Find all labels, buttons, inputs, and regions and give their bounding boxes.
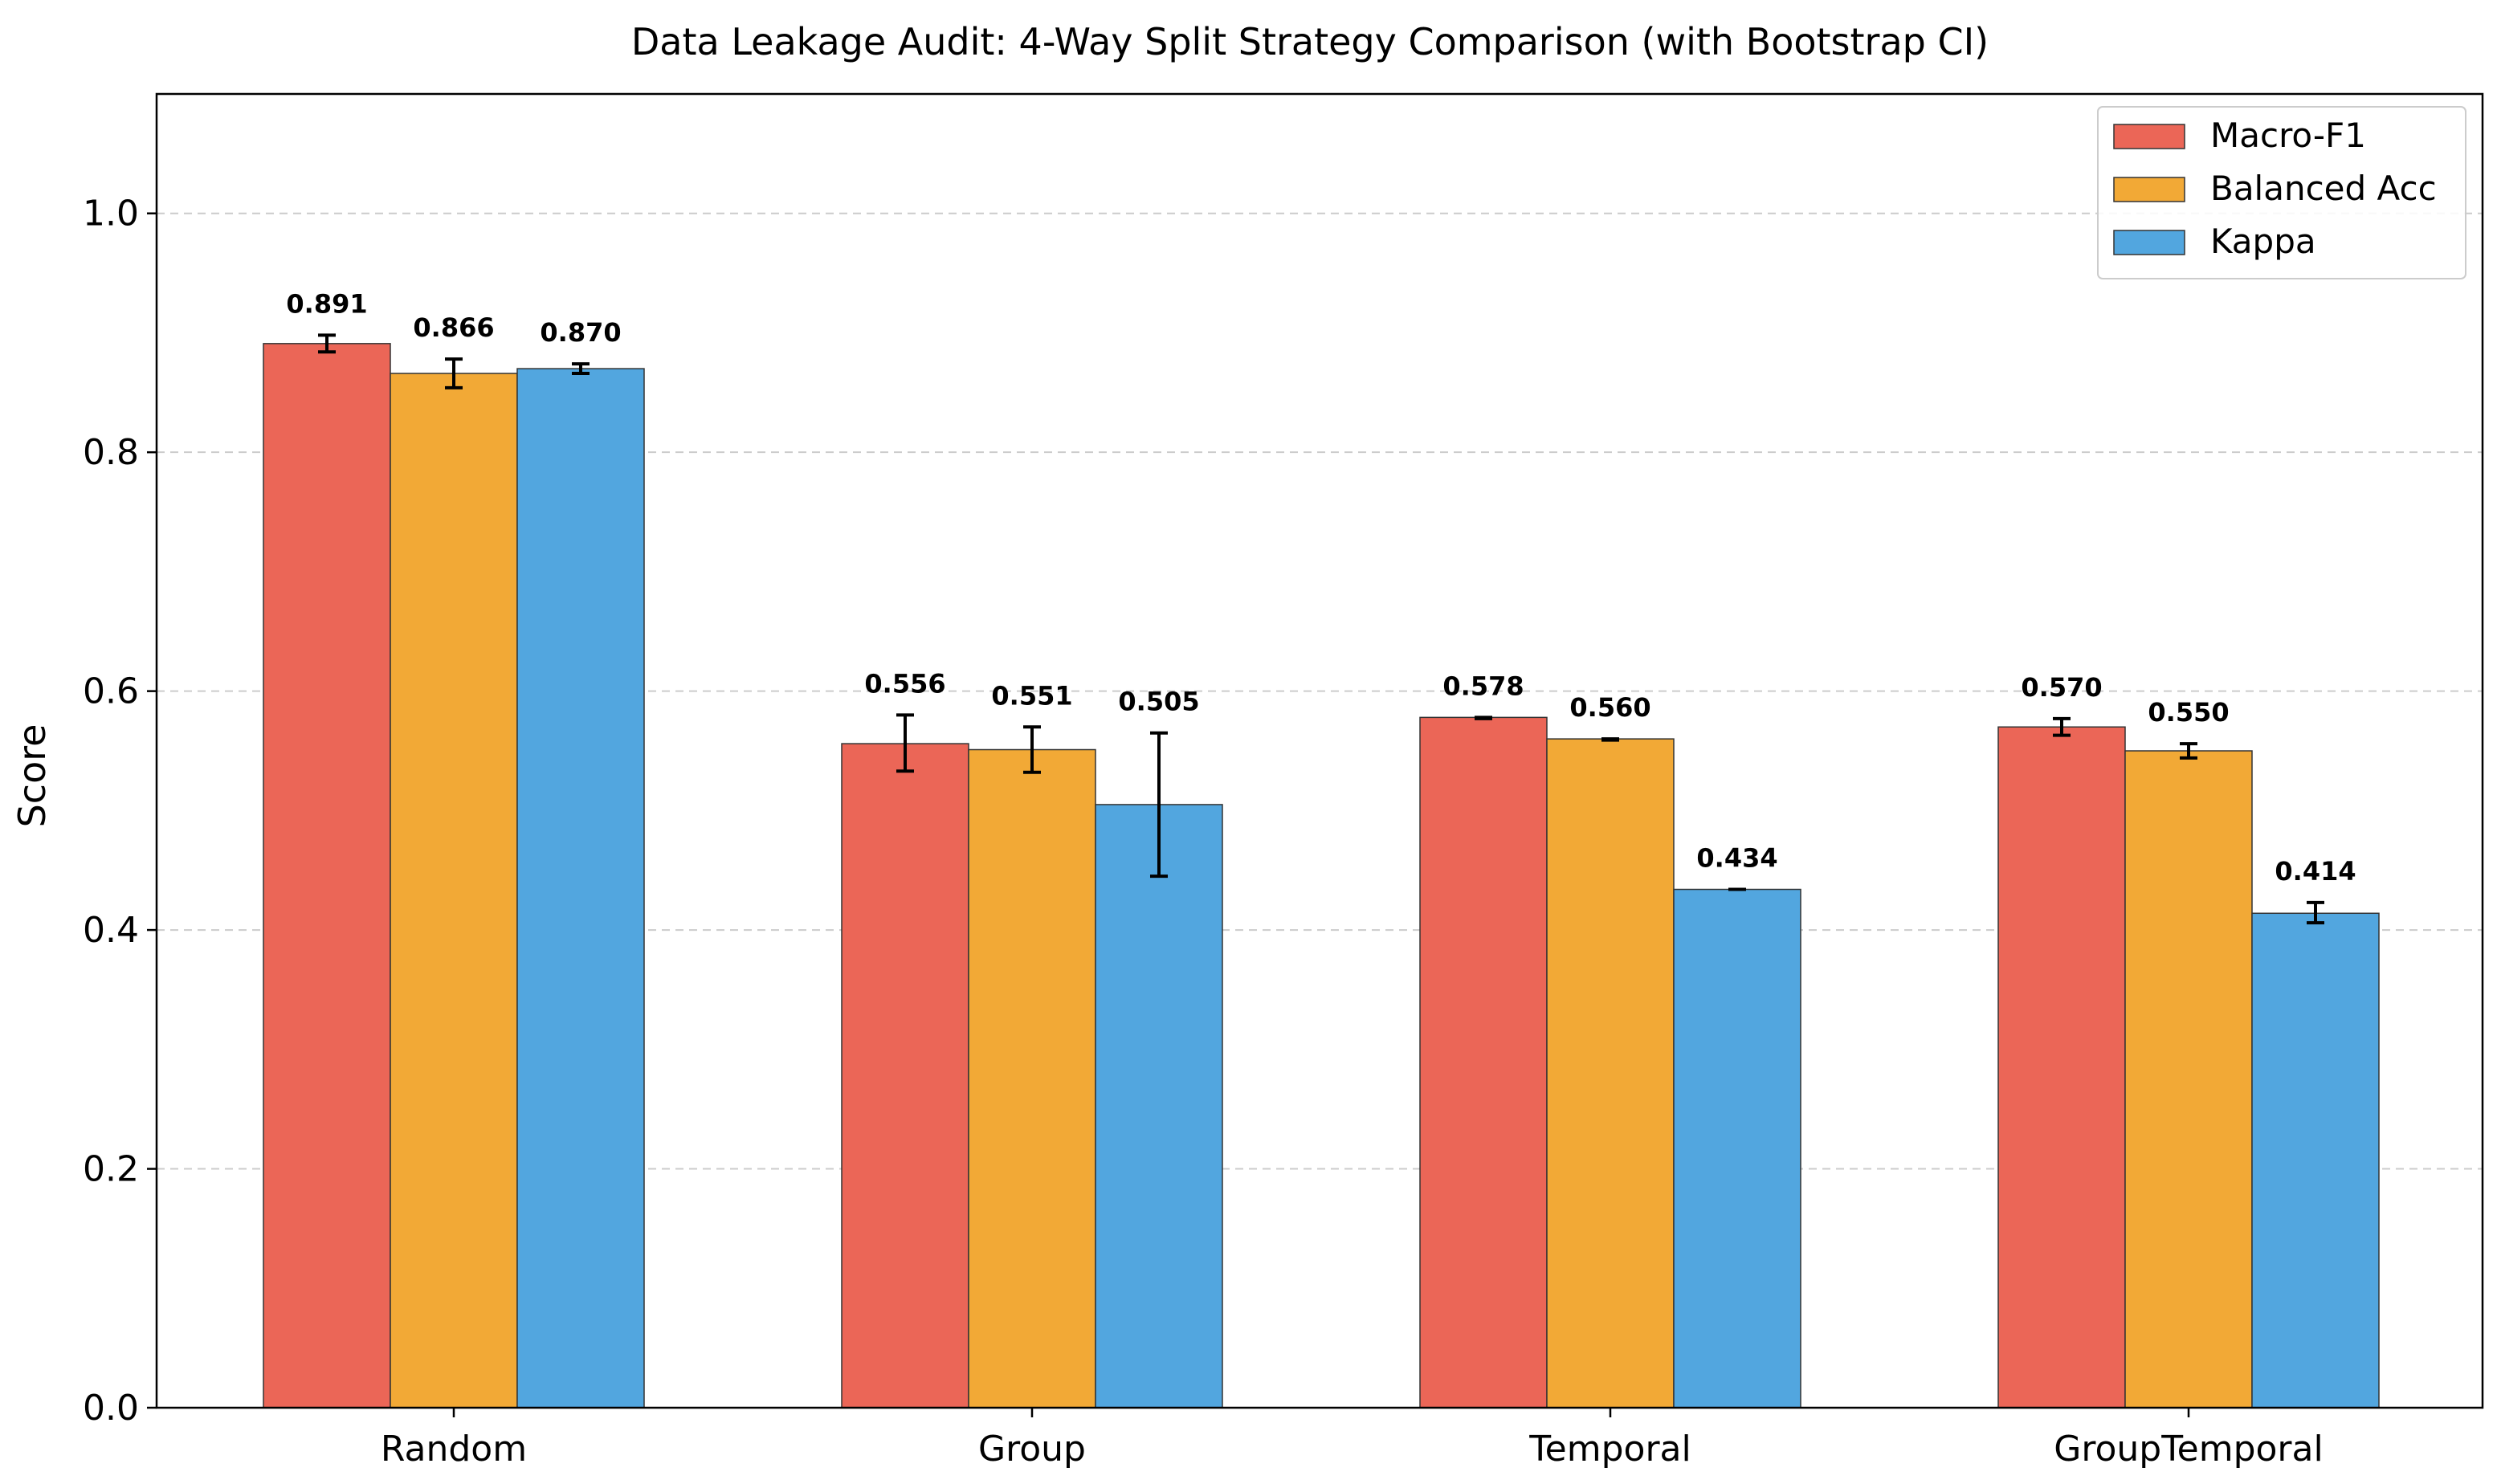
legend-swatch xyxy=(2113,124,2185,149)
data-label: 0.551 xyxy=(991,680,1072,711)
error-bar xyxy=(318,333,336,354)
error-bar xyxy=(1023,725,1041,774)
y-tick-label: 0.8 xyxy=(83,432,139,473)
bar xyxy=(1546,738,1675,1409)
error-bar xyxy=(1475,716,1492,720)
data-labels: 0.891 0.866 0.870 0.556 0.551 0.505 0.578 0.560… xyxy=(286,288,2356,886)
data-label: 0.434 xyxy=(1696,843,1777,874)
bar xyxy=(263,343,391,1409)
error-bar xyxy=(896,713,914,773)
x-tick-label: Temporal xyxy=(1528,1429,1691,1470)
x-tick-label: Random xyxy=(381,1429,527,1470)
bar xyxy=(1419,716,1548,1409)
plot-frame xyxy=(155,92,2484,1409)
error-bar xyxy=(2307,900,2324,925)
bar xyxy=(390,373,518,1409)
error-bar xyxy=(445,357,463,389)
legend-item: Balanced Acc xyxy=(2113,169,2437,208)
data-label: 0.550 xyxy=(2148,697,2229,728)
y-tick-label: 1.0 xyxy=(83,194,139,234)
data-label: 0.570 xyxy=(2021,672,2102,703)
error-bar xyxy=(2053,716,2071,737)
data-label: 0.560 xyxy=(1569,692,1650,723)
chart-title: Data Leakage Audit: 4-Way Split Strategy… xyxy=(631,20,1989,63)
legend-label: Balanced Acc xyxy=(2210,169,2437,208)
bar xyxy=(1997,726,2126,1409)
y-tick-label: 0.0 xyxy=(83,1388,139,1429)
y-tick-label: 0.2 xyxy=(83,1149,139,1190)
data-label: 0.414 xyxy=(2275,856,2356,887)
data-label: 0.891 xyxy=(286,288,367,319)
error-bar xyxy=(1150,731,1168,879)
x-tick-label: GroupTemporal xyxy=(2054,1429,2323,1470)
legend-item: Macro-F1 xyxy=(2113,116,2366,155)
bar xyxy=(516,368,645,1409)
bars xyxy=(263,343,2380,1409)
error-bars xyxy=(318,333,2324,925)
y-tick-label: 0.6 xyxy=(83,671,139,712)
data-label: 0.578 xyxy=(1442,671,1524,701)
data-label: 0.866 xyxy=(413,312,494,343)
error-bar xyxy=(1601,737,1619,742)
bar xyxy=(968,748,1096,1409)
bar xyxy=(2124,750,2253,1409)
legend-box xyxy=(2097,106,2466,279)
data-label: 0.505 xyxy=(1118,687,1199,717)
legend: Macro-F1 Balanced Acc Kappa xyxy=(2097,106,2466,279)
bar xyxy=(1673,888,1801,1409)
x-tick-label: Group xyxy=(978,1429,1086,1470)
legend-label: Kappa xyxy=(2210,222,2316,261)
legend-swatch xyxy=(2113,177,2185,202)
bar xyxy=(2251,912,2380,1409)
legend-label: Macro-F1 xyxy=(2210,116,2366,155)
error-bar xyxy=(572,362,590,376)
y-tick-label: 0.4 xyxy=(83,910,139,951)
bar xyxy=(1095,804,1223,1409)
data-label: 0.870 xyxy=(540,317,621,348)
legend-item: Kappa xyxy=(2113,222,2316,261)
error-bar xyxy=(2180,742,2197,760)
data-label: 0.556 xyxy=(864,668,945,699)
y-axis-label: Score xyxy=(10,724,54,828)
legend-swatch xyxy=(2113,230,2185,255)
bar xyxy=(841,743,969,1409)
